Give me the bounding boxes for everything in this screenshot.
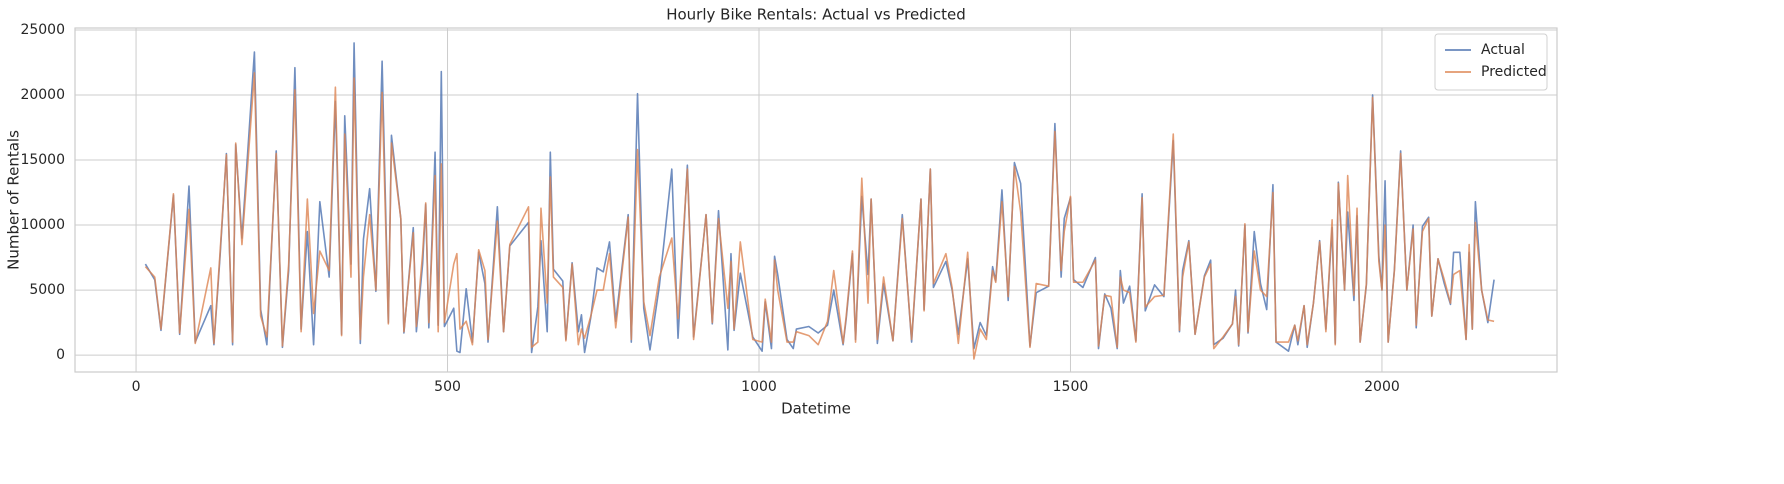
x-tick-label: 1500 xyxy=(1053,379,1089,395)
x-tick-label: 2000 xyxy=(1364,379,1400,395)
y-tick-label: 10000 xyxy=(20,217,65,233)
y-tick-label: 25000 xyxy=(20,22,65,38)
y-tick-label: 15000 xyxy=(20,152,65,168)
x-tick-label: 0 xyxy=(132,379,141,395)
chart-title: Hourly Bike Rentals: Actual vs Predicted xyxy=(666,6,966,24)
plot-frame xyxy=(74,27,1558,373)
y-axis-label: Number of Rentals xyxy=(5,130,23,270)
y-tick-label: 0 xyxy=(56,347,65,363)
legend-box xyxy=(1434,33,1548,91)
line-series xyxy=(144,72,1495,360)
y-tick-label: 20000 xyxy=(20,87,65,103)
legend-label: Actual xyxy=(1481,42,1525,58)
legend: Actual Predicted xyxy=(1434,33,1548,91)
x-tick-label: 500 xyxy=(434,379,461,395)
x-tick-label: 1000 xyxy=(741,379,777,395)
legend-label: Predicted xyxy=(1481,64,1547,80)
y-tick-label: 5000 xyxy=(29,282,65,298)
x-axis-label: Datetime xyxy=(781,400,851,418)
